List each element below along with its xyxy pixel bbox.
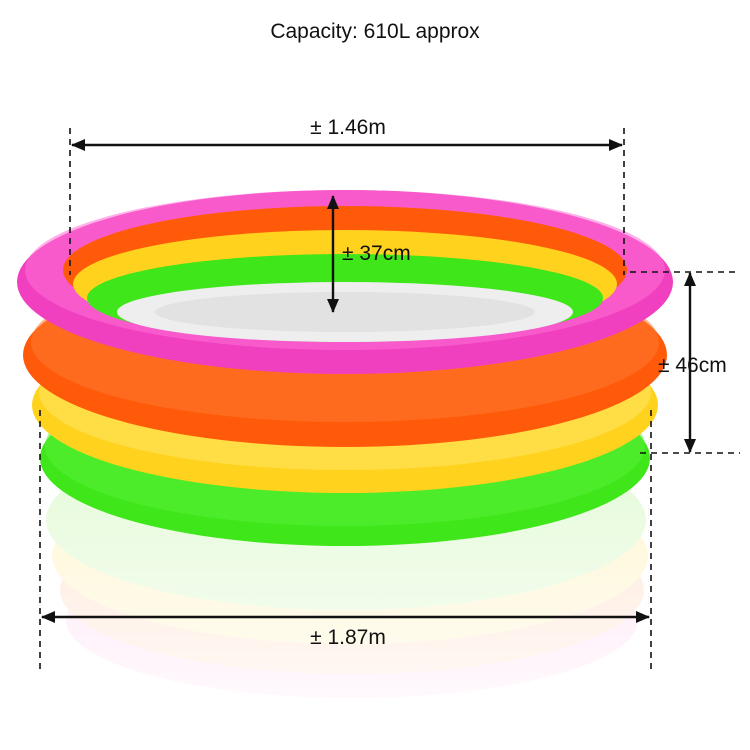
dimension-lines <box>39 128 740 674</box>
pool-height-label: ± 46cm <box>658 354 727 377</box>
capacity-label: Capacity: 610L approx <box>270 20 480 43</box>
pool-rings <box>17 190 673 546</box>
ring-height-label: ± 37cm <box>342 242 411 265</box>
outer-diameter-label: ± 1.87m <box>310 626 386 649</box>
inner-diameter-label: ± 1.46m <box>310 116 386 139</box>
